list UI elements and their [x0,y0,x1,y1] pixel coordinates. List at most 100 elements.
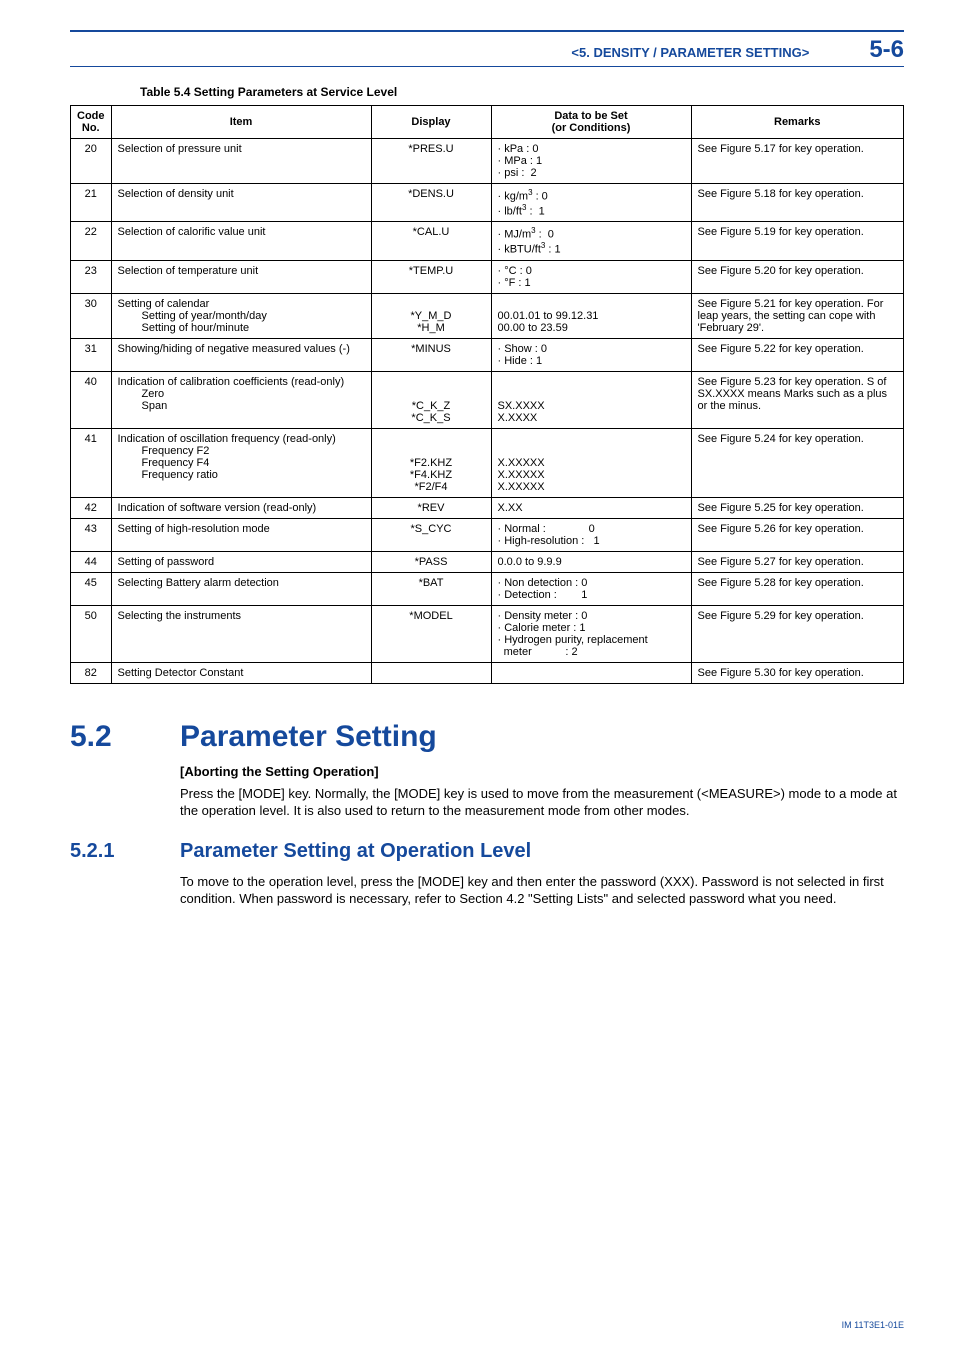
col-header-data: Data to be Set(or Conditions) [491,106,691,139]
page-header: <5. DENSITY / PARAMETER SETTING> 5-6 [70,36,904,67]
cell-display: *S_CYC [371,518,491,551]
cell-remarks: See Figure 5.17 for key operation. [691,139,904,184]
cell-code: 82 [71,662,112,683]
parameters-table: CodeNo. Item Display Data to be Set(or C… [70,105,904,684]
table-row: 44 Setting of password *PASS 0.0.0 to 9.… [71,551,904,572]
table-row: 30 Setting of calendarSetting of year/mo… [71,293,904,338]
cell-code: 22 [71,222,112,260]
cell-data: · kg/m3 : 0· lb/ft3 : 1 [491,184,691,222]
table-row: 45 Selecting Battery alarm detection *BA… [71,572,904,605]
cell-display: *Y_M_D*H_M [371,293,491,338]
cell-item: Showing/hiding of negative measured valu… [111,338,371,371]
table-row: 23 Selection of temperature unit *TEMP.U… [71,260,904,293]
cell-code: 30 [71,293,112,338]
table-row: 21 Selection of density unit *DENS.U · k… [71,184,904,222]
cell-display: *MINUS [371,338,491,371]
cell-display: *TEMP.U [371,260,491,293]
cell-display: *BAT [371,572,491,605]
cell-remarks: See Figure 5.20 for key operation. [691,260,904,293]
cell-remarks: See Figure 5.21 for key operation. For l… [691,293,904,338]
cell-display: *MODEL [371,605,491,662]
cell-item: Selection of pressure unit [111,139,371,184]
cell-remarks: See Figure 5.24 for key operation. [691,428,904,497]
subsection-heading: 5.2.1Parameter Setting at Operation Leve… [70,840,904,863]
cell-data: · Show : 0· Hide : 1 [491,338,691,371]
cell-remarks: See Figure 5.29 for key operation. [691,605,904,662]
cell-data: · °C : 0· °F : 1 [491,260,691,293]
cell-code: 40 [71,371,112,428]
header-top-rule [70,30,904,32]
cell-display: *PASS [371,551,491,572]
table-row: 31 Showing/hiding of negative measured v… [71,338,904,371]
cell-item: Setting of high-resolution mode [111,518,371,551]
table-row: 50 Selecting the instruments *MODEL · De… [71,605,904,662]
table-row: 41 Indication of oscillation frequency (… [71,428,904,497]
cell-code: 31 [71,338,112,371]
cell-data: · Normal : 0· High-resolution : 1 [491,518,691,551]
cell-item: Setting of password [111,551,371,572]
cell-data: · Density meter : 0· Calorie meter : 1· … [491,605,691,662]
cell-data: · MJ/m3 : 0· kBTU/ft3 : 1 [491,222,691,260]
cell-code: 41 [71,428,112,497]
footer-doc-id: IM 11T3E1-01E [842,1320,904,1330]
cell-remarks: See Figure 5.19 for key operation. [691,222,904,260]
section-number: 5.2 [70,720,180,754]
cell-item: Setting Detector Constant [111,662,371,683]
header-page-number: 5-6 [869,36,904,64]
table-row: 40 Indication of calibration coefficient… [71,371,904,428]
cell-remarks: See Figure 5.30 for key operation. [691,662,904,683]
subsection-title: Parameter Setting at Operation Level [180,840,531,862]
cell-remarks: See Figure 5.18 for key operation. [691,184,904,222]
cell-data: · kPa : 0· MPa : 1· psi : 2 [491,139,691,184]
cell-code: 44 [71,551,112,572]
cell-code: 50 [71,605,112,662]
sub-heading: [Aborting the Setting Operation] [180,764,904,779]
cell-item: Selection of density unit [111,184,371,222]
section-heading: 5.2Parameter Setting [70,720,904,754]
table-row: 20 Selection of pressure unit *PRES.U · … [71,139,904,184]
cell-display: *CAL.U [371,222,491,260]
cell-data: 0.0.0 to 9.9.9 [491,551,691,572]
table-caption: Table 5.4 Setting Parameters at Service … [140,85,904,99]
subsection-paragraph: To move to the operation level, press th… [180,873,904,908]
cell-display: *F2.KHZ*F4.KHZ*F2/F4 [371,428,491,497]
cell-item: Setting of calendarSetting of year/month… [111,293,371,338]
cell-data: 00.01.01 to 99.12.3100.00 to 23.59 [491,293,691,338]
cell-remarks: See Figure 5.27 for key operation. [691,551,904,572]
table-body: 20 Selection of pressure unit *PRES.U · … [71,139,904,684]
cell-data [491,662,691,683]
cell-display: *C_K_Z*C_K_S [371,371,491,428]
cell-remarks: See Figure 5.23 for key operation. S of … [691,371,904,428]
col-header-code: CodeNo. [71,106,112,139]
table-row: 42 Indication of software version (read-… [71,497,904,518]
cell-item: Selection of temperature unit [111,260,371,293]
cell-code: 21 [71,184,112,222]
table-row: 43 Setting of high-resolution mode *S_CY… [71,518,904,551]
cell-item: Indication of calibration coefficients (… [111,371,371,428]
cell-remarks: See Figure 5.22 for key operation. [691,338,904,371]
cell-code: 45 [71,572,112,605]
cell-display: *REV [371,497,491,518]
cell-code: 42 [71,497,112,518]
cell-display [371,662,491,683]
cell-remarks: See Figure 5.28 for key operation. [691,572,904,605]
cell-code: 20 [71,139,112,184]
col-header-display: Display [371,106,491,139]
col-header-remarks: Remarks [691,106,904,139]
cell-remarks: See Figure 5.26 for key operation. [691,518,904,551]
section-title: Parameter Setting [180,720,437,753]
subsection-number: 5.2.1 [70,840,180,863]
cell-item: Selecting the instruments [111,605,371,662]
cell-item: Indication of software version (read-onl… [111,497,371,518]
cell-remarks: See Figure 5.25 for key operation. [691,497,904,518]
cell-item: Indication of oscillation frequency (rea… [111,428,371,497]
cell-code: 43 [71,518,112,551]
cell-data: · Non detection : 0· Detection : 1 [491,572,691,605]
cell-data: X.XX [491,497,691,518]
table-header-row: CodeNo. Item Display Data to be Set(or C… [71,106,904,139]
table-row: 22 Selection of calorific value unit *CA… [71,222,904,260]
section-paragraph: Press the [MODE] key. Normally, the [MOD… [180,785,904,820]
cell-data: X.XXXXXX.XXXXXX.XXXXX [491,428,691,497]
cell-display: *DENS.U [371,184,491,222]
cell-display: *PRES.U [371,139,491,184]
